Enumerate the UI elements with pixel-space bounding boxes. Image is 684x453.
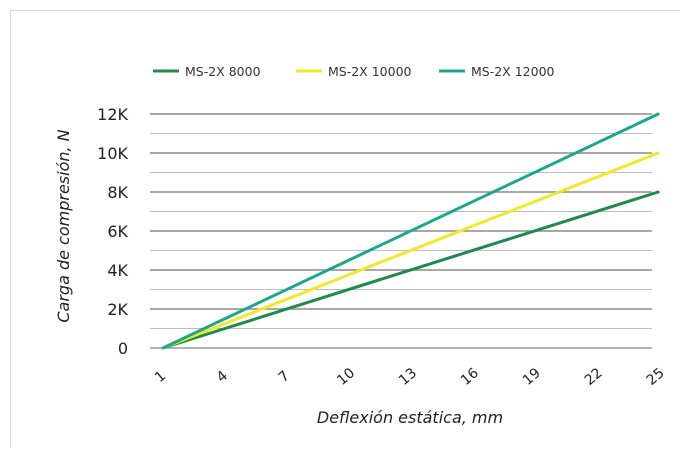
legend-label: MS-2X 10000 <box>328 64 412 79</box>
y-tick-label: 12K <box>97 105 128 124</box>
legend-label: MS-2X 12000 <box>471 64 555 79</box>
series-line <box>161 190 660 350</box>
x-tick-label: 19 <box>520 365 544 389</box>
y-tick-label: 2K <box>107 300 128 319</box>
y-axis-label: Carga de compresión, N <box>54 129 73 322</box>
x-axis-ticks: 1 4 7 10 13 16 19 22 25 <box>152 365 668 389</box>
series-line <box>161 112 660 350</box>
x-tick-label: 22 <box>582 365 606 389</box>
legend-label: MS-2X 8000 <box>185 64 261 79</box>
x-tick-label: 1 <box>152 368 169 386</box>
series-line <box>161 151 660 350</box>
x-tick-label: 10 <box>334 365 358 389</box>
y-tick-label: 10K <box>97 144 128 163</box>
x-tick-label: 13 <box>396 365 420 389</box>
x-tick-label: 16 <box>458 365 482 389</box>
x-axis-label: Deflexión estática, mm <box>317 408 503 427</box>
grid-lines <box>150 113 652 349</box>
chart-frame <box>10 10 680 448</box>
x-tick-label: 25 <box>644 365 668 389</box>
x-tick-label: 4 <box>214 368 231 386</box>
series-lines <box>161 112 660 350</box>
legend: MS-2X 8000 MS-2X 10000 MS-2X 12000 <box>153 64 555 79</box>
y-tick-label: 4K <box>107 261 128 280</box>
y-axis-ticks: 0 2K 4K 6K 8K 10K 12K <box>97 105 128 358</box>
y-tick-label: 6K <box>107 222 128 241</box>
y-tick-label: 8K <box>107 183 128 202</box>
y-tick-label: 0 <box>118 339 128 358</box>
x-tick-label: 7 <box>276 368 293 386</box>
